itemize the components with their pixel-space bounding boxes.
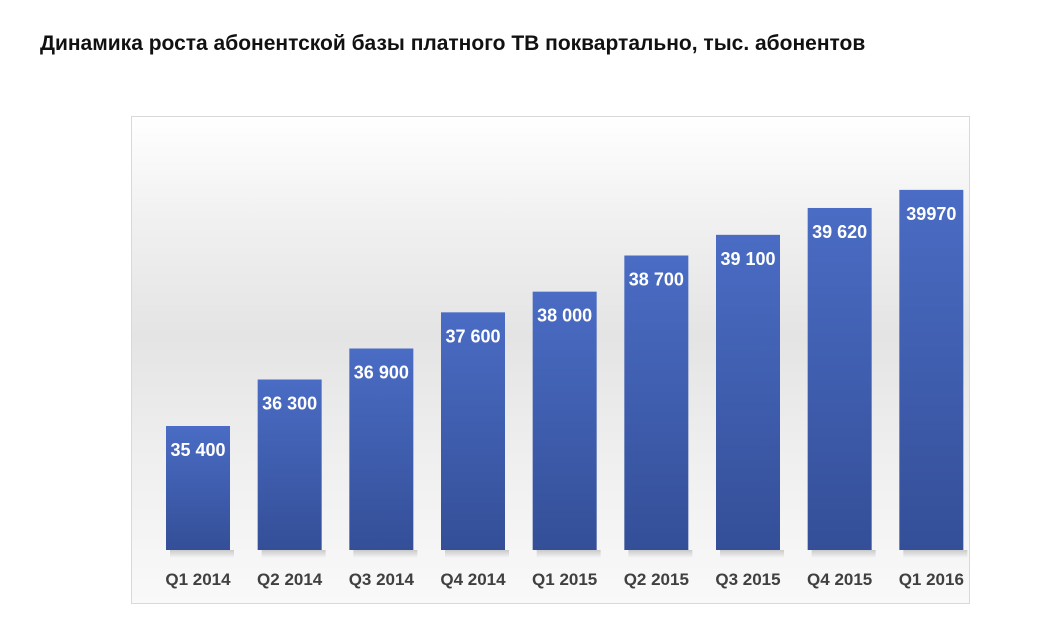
data-label: 39 100 bbox=[720, 249, 775, 269]
data-label: 39 620 bbox=[812, 222, 867, 242]
data-label: 36 900 bbox=[354, 363, 409, 383]
bar-shadow bbox=[720, 550, 784, 558]
x-tick-label: Q1 2014 bbox=[165, 570, 231, 589]
bar-shadow bbox=[628, 550, 693, 558]
data-label: 37 600 bbox=[445, 326, 500, 346]
x-tick-label: Q4 2015 bbox=[807, 570, 872, 589]
x-tick-label: Q1 2015 bbox=[532, 570, 597, 589]
x-tick-label: Q4 2014 bbox=[440, 570, 506, 589]
chart-title: Динамика роста абонентской базы платного… bbox=[40, 32, 866, 55]
data-label: 38 700 bbox=[629, 270, 684, 290]
bar-shadow bbox=[903, 550, 968, 558]
x-tick-label: Q3 2014 bbox=[349, 570, 415, 589]
bar-chart: 35 400 36 300 36 900 37 600 38 000 38 700 39 1… bbox=[165, 189, 968, 589]
data-label: 38 000 bbox=[537, 306, 592, 326]
bar-shadow bbox=[811, 550, 876, 558]
bar-q1-2016 bbox=[899, 189, 964, 550]
x-tick-label: Q1 2016 bbox=[899, 570, 964, 589]
bar-q1-2015 bbox=[532, 291, 597, 550]
x-tick-label: Q2 2015 bbox=[624, 570, 689, 589]
bar-q2-2014 bbox=[257, 379, 322, 550]
bar-shadow bbox=[536, 550, 601, 558]
bar-shadow bbox=[353, 550, 418, 558]
chart-area: 35 400 36 300 36 900 37 600 38 000 38 700 39 1… bbox=[131, 116, 970, 604]
bar-q4-2014 bbox=[441, 312, 505, 550]
bar-q3-2014 bbox=[349, 348, 414, 550]
bar-q3-2015 bbox=[716, 234, 780, 550]
bar-q2-2015 bbox=[624, 255, 689, 550]
x-axis-tick-labels: Q1 2014 Q2 2014 Q3 2014 Q4 2014 Q1 2015 Q2 20… bbox=[165, 570, 964, 589]
data-label: 35 400 bbox=[170, 440, 225, 460]
bar-shadow bbox=[170, 550, 234, 558]
bars-layer: 35 400 36 300 36 900 37 600 38 000 38 700 39 1… bbox=[166, 189, 968, 558]
x-tick-label: Q2 2014 bbox=[257, 570, 323, 589]
bar-q1-2014 bbox=[166, 426, 230, 550]
x-tick-label: Q3 2015 bbox=[715, 570, 780, 589]
bar-shadow bbox=[261, 550, 326, 558]
bar-q4-2015 bbox=[807, 207, 872, 550]
bar-shadow bbox=[445, 550, 509, 558]
data-label: 36 300 bbox=[262, 394, 317, 414]
data-label: 39970 bbox=[906, 204, 956, 224]
